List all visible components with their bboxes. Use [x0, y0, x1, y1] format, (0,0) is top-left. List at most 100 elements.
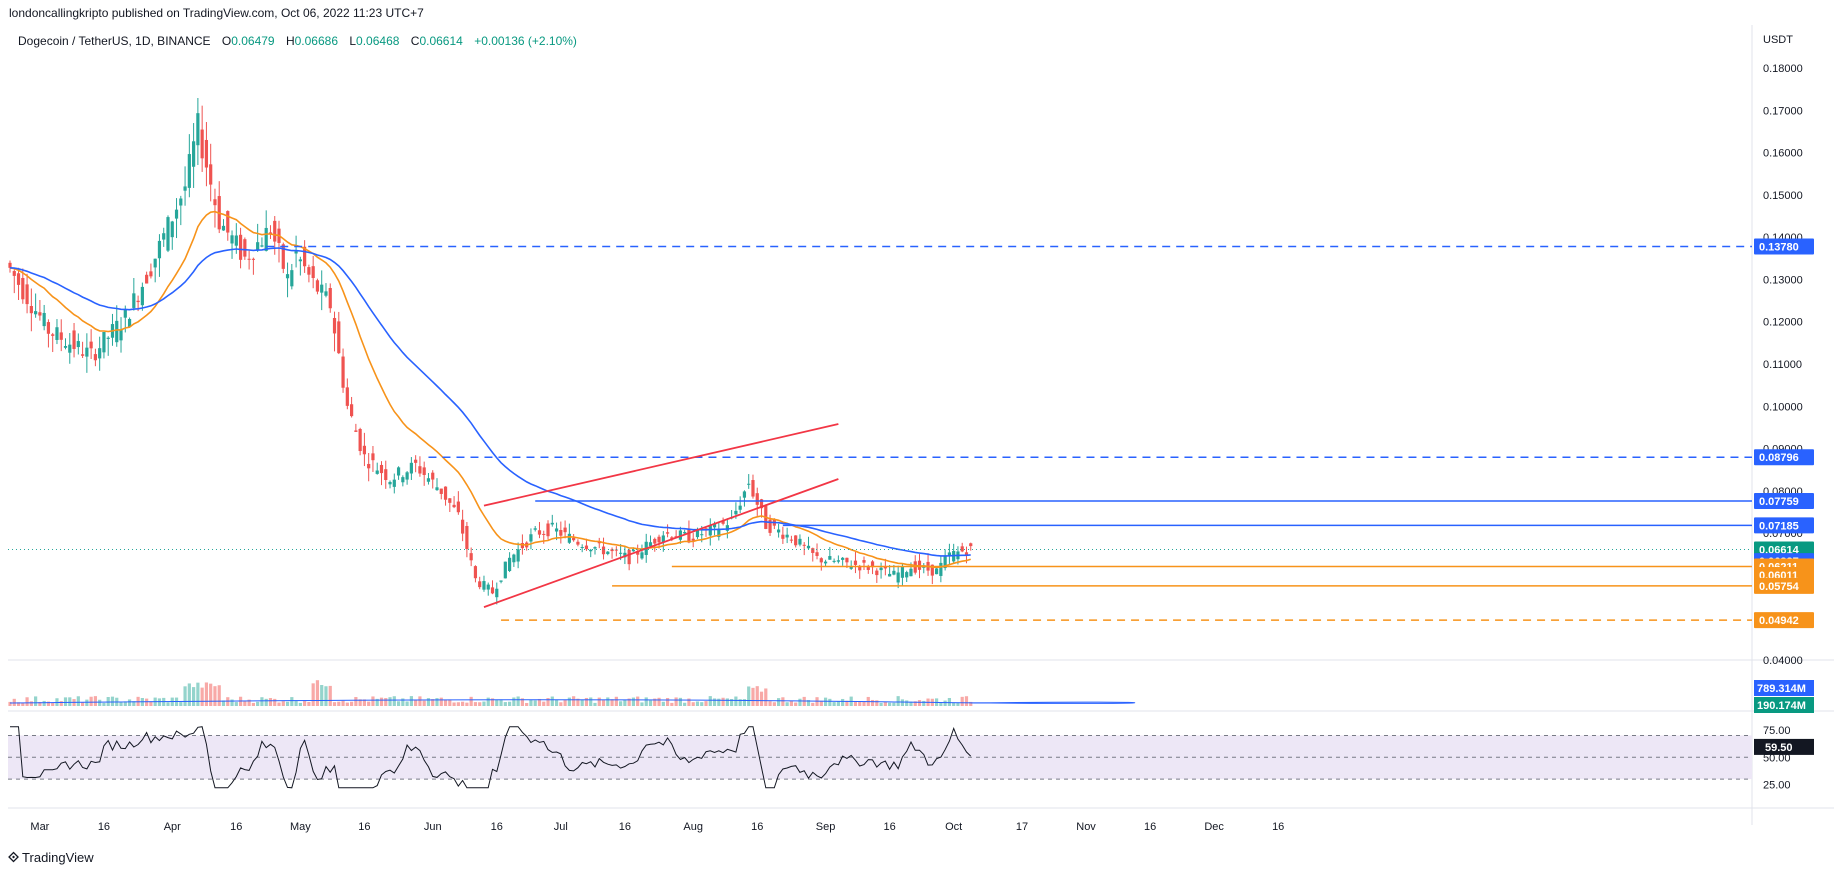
candle-body	[478, 581, 482, 588]
candle-body	[260, 245, 264, 247]
time-tick-label: 16	[619, 821, 631, 833]
volume-bar	[285, 701, 290, 706]
volume-bar	[166, 702, 170, 706]
time-tick-label: Mar	[30, 821, 49, 833]
candle-body	[281, 244, 285, 269]
candle-body	[503, 561, 507, 579]
candle-body	[802, 544, 806, 546]
candle-body	[247, 258, 251, 260]
volume-bar	[636, 696, 640, 706]
candle-body	[226, 211, 230, 233]
volume-bar	[76, 696, 80, 706]
rsi-tick-label: 25.00	[1763, 780, 1791, 792]
time-tick-label: Apr	[164, 821, 181, 833]
candle-body	[21, 277, 25, 300]
candle-body	[25, 284, 29, 305]
volume-bar	[213, 686, 217, 706]
volume-bar	[482, 701, 486, 706]
volume-bar	[601, 700, 606, 706]
price-tick-label: 0.13000	[1763, 274, 1803, 286]
candle-body	[315, 280, 320, 292]
candle-body	[823, 561, 828, 564]
volume-bar	[559, 702, 563, 706]
volume-bar	[648, 700, 653, 706]
candle-body	[187, 154, 191, 188]
price-label-bg	[1754, 517, 1814, 534]
volume-bar	[230, 699, 234, 706]
volume-bar	[883, 701, 887, 706]
volume-bar	[234, 702, 238, 706]
volume-bar	[345, 702, 349, 706]
candle-body	[192, 141, 196, 167]
volume-bar	[499, 699, 503, 706]
time-tick-label: Jul	[554, 821, 568, 833]
volume-bar	[247, 699, 251, 706]
candle-body	[576, 541, 580, 545]
volume-bar	[781, 697, 785, 706]
candle-body	[888, 573, 892, 577]
candle-body	[362, 445, 367, 455]
volume-bar	[217, 685, 221, 706]
candle-body	[115, 320, 119, 343]
volume-bar	[768, 701, 772, 706]
candle-body	[554, 528, 559, 532]
candle-body	[303, 246, 307, 267]
volume-bar	[917, 700, 922, 706]
volume-bar	[960, 696, 964, 706]
volume-bar	[683, 702, 687, 706]
volume-bar	[307, 701, 311, 706]
volume-bar	[401, 698, 405, 706]
candle-body	[862, 560, 866, 563]
volume-bar	[495, 699, 499, 706]
volume-bar	[969, 701, 973, 706]
volume-bar	[520, 698, 524, 706]
volume-bar	[362, 699, 367, 706]
time-tick-label: 16	[1144, 821, 1156, 833]
volume-bar	[862, 701, 866, 706]
candle-body	[580, 547, 584, 549]
volume-bar	[358, 699, 362, 706]
candle-body	[619, 552, 623, 554]
close-value: 0.06614	[419, 34, 463, 48]
price-chart[interactable]: 0.180000.170000.160000.150000.140000.130…	[0, 0, 1834, 840]
candle-body	[102, 332, 106, 353]
candle-body	[777, 529, 781, 533]
volume-bar	[845, 700, 849, 706]
volume-bar	[221, 700, 226, 706]
footer-brand[interactable]: ⟐ TradingView	[8, 849, 94, 866]
volume-bar	[12, 698, 16, 706]
volume-bar	[448, 699, 452, 706]
candle-body	[396, 467, 401, 476]
volume-bar	[823, 697, 828, 706]
volume-bar	[320, 685, 324, 706]
volume-bar	[132, 701, 136, 706]
time-tick-label: 16	[883, 821, 895, 833]
volume-bar	[900, 699, 905, 706]
time-tick-label: 16	[98, 821, 110, 833]
candle-body	[704, 528, 708, 530]
candle-body	[909, 568, 913, 577]
candle-body	[174, 209, 179, 219]
candle-body	[751, 480, 755, 497]
candle-body	[443, 486, 448, 500]
candle-body	[546, 523, 550, 537]
volume-bar	[657, 697, 661, 706]
candle-body	[337, 321, 341, 354]
candle-body	[853, 560, 858, 565]
rsi-value-bg	[1754, 738, 1814, 755]
candle-body	[8, 262, 12, 268]
candle-body	[734, 510, 738, 515]
volume-bar	[964, 696, 969, 706]
candle-body	[512, 554, 516, 563]
candle-body	[516, 549, 520, 562]
candle-body	[72, 330, 76, 349]
volume-bar	[200, 687, 204, 706]
price-label-text: 0.04942	[1759, 615, 1799, 627]
candle-body	[640, 552, 644, 559]
volume-bar	[16, 702, 21, 706]
volume-bar	[157, 698, 162, 706]
volume-bar	[572, 696, 576, 706]
symbol-name[interactable]: Dogecoin / TetherUS, 1D, BINANCE	[18, 34, 211, 48]
volume-bar	[59, 701, 63, 706]
volume-bar	[303, 700, 307, 706]
